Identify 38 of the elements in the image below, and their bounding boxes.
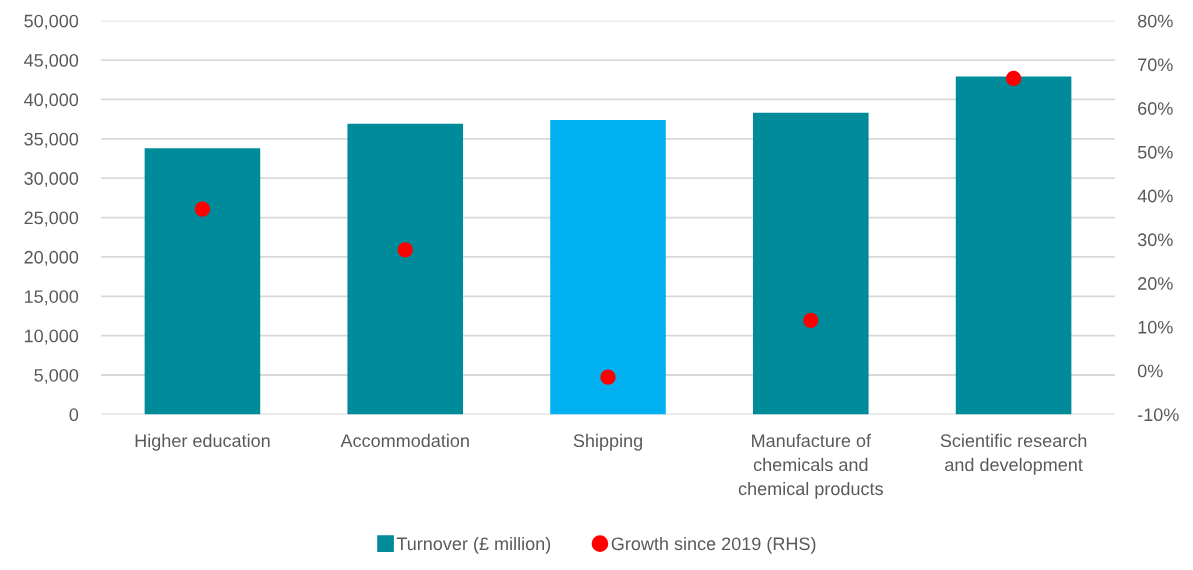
y-tick-label: 20,000 xyxy=(24,250,79,266)
y2-tick-label: 30% xyxy=(1137,233,1173,247)
legend-label: Growth since 2019 (RHS) xyxy=(611,536,816,554)
y2-tick-label: 10% xyxy=(1138,320,1173,334)
bar xyxy=(144,148,261,415)
y2-tick-label: 70% xyxy=(1138,58,1173,72)
bar xyxy=(347,123,464,415)
bar xyxy=(955,76,1072,415)
y-tick-label: 5,000 xyxy=(34,368,79,384)
y-tick-label: 35,000 xyxy=(24,132,79,148)
point xyxy=(397,242,413,258)
bar xyxy=(753,112,869,415)
bar xyxy=(550,119,666,415)
y-tick-label: 50,000 xyxy=(24,14,79,30)
y2-tick-label: 40% xyxy=(1137,189,1173,203)
y-tick-label: 30,000 xyxy=(24,172,79,188)
point xyxy=(600,369,616,385)
y-tick-label: 15,000 xyxy=(24,290,79,306)
x-tick-label: Manufacture of chemicals and chemical products xyxy=(738,433,883,499)
point xyxy=(194,201,211,217)
x-tick-label: Shipping xyxy=(573,433,642,451)
y2-tick-label: 60% xyxy=(1138,102,1173,115)
x-tick-label: Higher education xyxy=(135,433,270,451)
x-tick-label: Accommodation xyxy=(340,433,469,448)
y-tick-label: 25,000 xyxy=(24,211,79,227)
y2-tick-label: 80% xyxy=(1137,14,1173,28)
y-tick-label: 10,000 xyxy=(24,329,79,345)
legend-label: Turnover (£ million) xyxy=(396,536,551,554)
y2-tick-label: 0% xyxy=(1137,364,1163,378)
point xyxy=(803,312,819,328)
y-tick-label: 40,000 xyxy=(24,93,79,109)
point xyxy=(1005,70,1022,87)
y-tick-label: 0 xyxy=(69,408,79,422)
y-tick-label: 45,000 xyxy=(24,54,79,69)
x-tick-label: Scientific research and development xyxy=(940,433,1087,475)
y2-tick-label: -10% xyxy=(1138,408,1179,422)
y2-tick-label: 20% xyxy=(1138,277,1173,290)
y2-tick-label: 50% xyxy=(1137,145,1173,159)
